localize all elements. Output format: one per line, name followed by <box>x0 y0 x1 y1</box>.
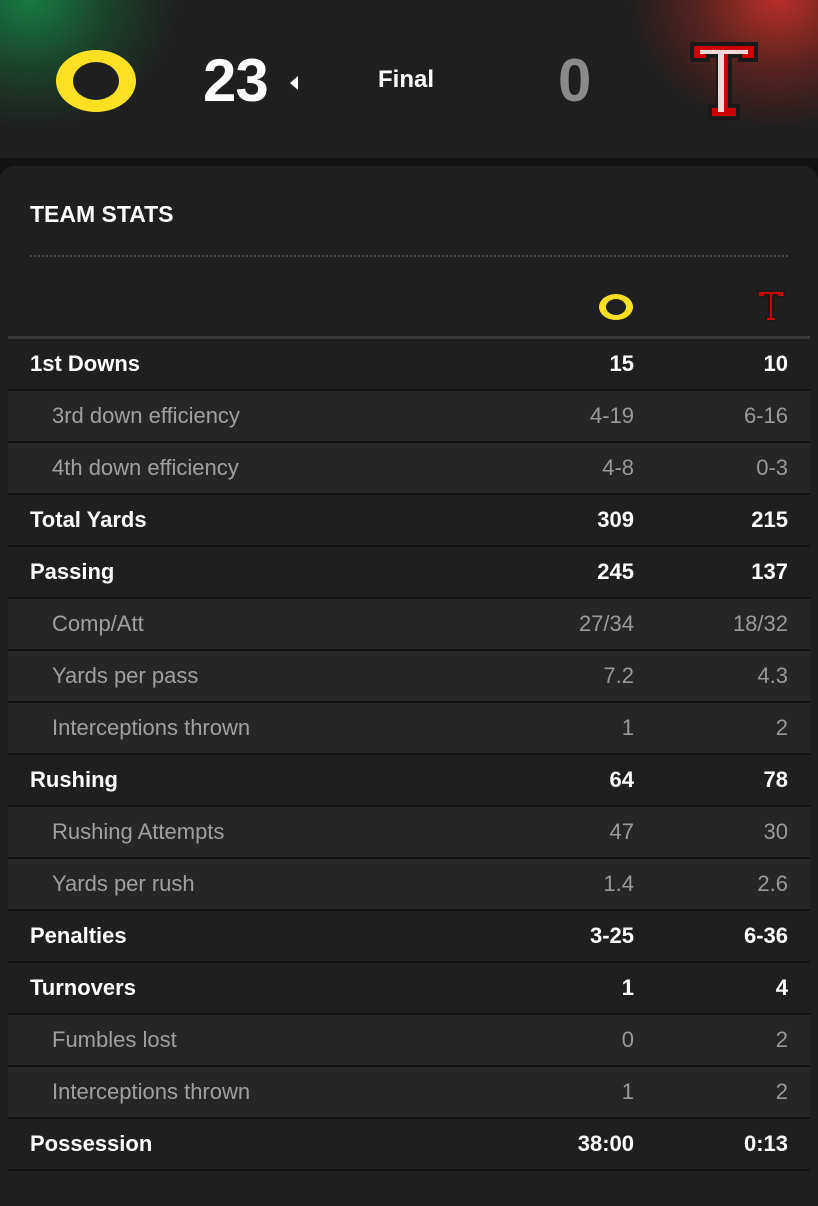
home-stat-value: 10 <box>763 351 788 376</box>
winner-arrow-left-icon <box>290 76 298 90</box>
home-stat-value: 137 <box>751 559 788 584</box>
away-stat-value: 47 <box>609 819 634 844</box>
stat-label: Interceptions thrown <box>52 1079 251 1104</box>
stat-row: Penalties 3-25 6-36 <box>8 911 810 963</box>
section-title: TEAM STATS <box>30 201 174 227</box>
home-stat-value: 2 <box>775 715 788 740</box>
stat-row: 1st Downs 15 10 <box>8 339 810 391</box>
stat-label: Possession <box>30 1131 153 1156</box>
stat-label: Comp/Att <box>52 611 144 636</box>
home-stat-value: 4 <box>775 975 788 1000</box>
oregon-o-logo-icon[interactable] <box>52 46 140 116</box>
stat-label: Yards per rush <box>52 871 195 896</box>
away-score: 23 <box>203 47 269 114</box>
away-stat-value: 7.2 <box>603 663 634 688</box>
stat-row: Yards per pass 7.2 4.3 <box>8 651 810 703</box>
title-divider <box>30 255 788 257</box>
texas-tech-double-t-logo-icon[interactable] <box>688 38 760 124</box>
stat-label: 4th down efficiency <box>52 455 239 480</box>
stat-label: Yards per pass <box>52 663 199 688</box>
home-stat-value: 78 <box>763 767 788 792</box>
stat-label: Interceptions thrown <box>52 715 251 740</box>
stats-table: 1st Downs 15 10 3rd down efficiency 4-19 6-16… <box>8 339 810 1171</box>
home-stat-value: 2 <box>775 1079 788 1104</box>
game-status: Final <box>378 66 435 93</box>
stat-label: Fumbles lost <box>52 1027 177 1052</box>
scoreboard-header: 23 Final 0 <box>0 0 818 158</box>
home-stat-value: 18/32 <box>732 611 788 636</box>
stat-row: Total Yards 309 215 <box>8 495 810 547</box>
away-stat-value: 1 <box>621 715 634 740</box>
stat-row: 4th down efficiency 4-8 0-3 <box>8 443 810 495</box>
away-stat-value: 1 <box>621 1079 634 1104</box>
stat-row: Rushing Attempts 47 30 <box>8 807 810 859</box>
home-stat-value: 6-16 <box>743 403 788 428</box>
away-stat-value: 4-8 <box>602 455 634 480</box>
home-stat-value: 2.6 <box>757 871 788 896</box>
stat-row: Rushing 64 78 <box>8 755 810 807</box>
stat-label: Passing <box>30 559 115 584</box>
home-stat-value: 215 <box>751 507 788 532</box>
home-stat-value: 0:13 <box>743 1131 788 1156</box>
stat-row: Turnovers 1 4 <box>8 963 810 1015</box>
away-stat-value: 3-25 <box>589 923 634 948</box>
away-stat-value: 1 <box>621 975 634 1000</box>
stat-row: Possession 38:00 0:13 <box>8 1119 810 1171</box>
stat-row: Comp/Att 27/34 18/32 <box>8 599 810 651</box>
away-stat-value: 15 <box>609 351 634 376</box>
away-stat-value: 309 <box>597 507 634 532</box>
stat-row: Yards per rush 1.4 2.6 <box>8 859 810 911</box>
home-score: 0 <box>558 47 592 114</box>
away-stat-value: 0 <box>621 1027 634 1052</box>
stat-label: 1st Downs <box>30 351 141 376</box>
home-stat-value: 2 <box>775 1027 788 1052</box>
oregon-o-column-logo-icon <box>599 294 633 320</box>
stat-row: Fumbles lost 0 2 <box>8 1015 810 1067</box>
stat-label: Turnovers <box>30 975 136 1000</box>
away-stat-value: 64 <box>609 767 634 792</box>
away-stat-value: 27/34 <box>578 611 634 636</box>
stat-row: Interceptions thrown 1 2 <box>8 1067 810 1119</box>
home-stat-value: 30 <box>763 819 788 844</box>
away-stat-value: 245 <box>597 559 634 584</box>
away-stat-value: 38:00 <box>577 1131 634 1156</box>
away-stat-value: 4-19 <box>589 403 634 428</box>
stat-label: Total Yards <box>30 507 147 532</box>
stat-label: Penalties <box>30 923 127 948</box>
stat-row: Passing 245 137 <box>8 547 810 599</box>
home-stat-value: 6-36 <box>743 923 788 948</box>
stat-row: 3rd down efficiency 4-19 6-16 <box>8 391 810 443</box>
home-stat-value: 4.3 <box>757 663 788 688</box>
stat-row: Interceptions thrown 1 2 <box>8 703 810 755</box>
stat-label: Rushing <box>30 767 118 792</box>
texas-tech-column-logo-icon <box>757 290 785 322</box>
away-stat-value: 1.4 <box>603 871 634 896</box>
stat-label: 3rd down efficiency <box>52 403 240 428</box>
home-stat-value: 0-3 <box>756 455 788 480</box>
stat-label: Rushing Attempts <box>52 819 225 844</box>
header-rule <box>8 336 810 339</box>
